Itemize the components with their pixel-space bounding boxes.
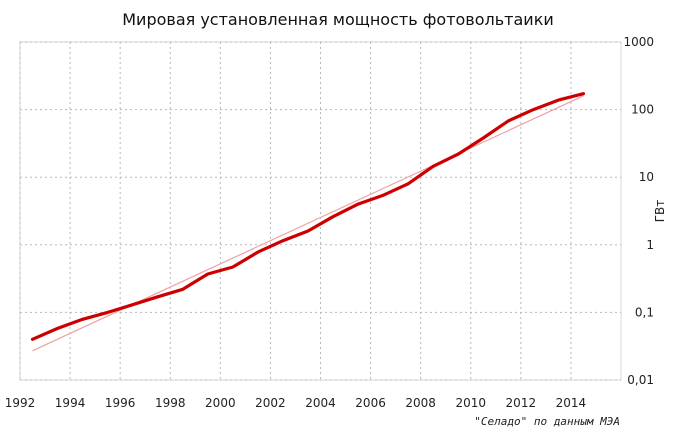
- data-point: [81, 317, 85, 321]
- x-tick-label: 2012: [506, 396, 537, 410]
- data-point: [56, 326, 59, 330]
- data-point: [456, 152, 460, 156]
- x-tick-label: 1998: [155, 396, 186, 410]
- data-point: [506, 119, 510, 123]
- x-tick-label: 1996: [105, 396, 136, 410]
- x-tick-label: 1994: [55, 396, 86, 410]
- y-tick-label: 100: [631, 103, 654, 117]
- x-axis-ticks: 1992 1994 1996 1998 2000 2002 2004 2006 2008 2010…: [5, 396, 586, 410]
- data-point: [31, 337, 34, 341]
- data-point: [256, 250, 260, 254]
- capacity-line: [30, 92, 586, 341]
- grid: [19, 41, 621, 381]
- y-tick-label: 10: [639, 170, 654, 184]
- y-tick-label: 1: [646, 238, 654, 252]
- data-point: [381, 193, 385, 197]
- y-tick-label: 1000: [623, 35, 654, 49]
- data-point: [431, 164, 435, 168]
- data-point: [406, 182, 410, 186]
- data-point: [556, 98, 560, 102]
- chart-title: Мировая установленная мощность фотовольт…: [122, 10, 554, 29]
- y-axis-ticks: 0,01 0,1 1 10 100 1000: [623, 35, 654, 387]
- data-point: [106, 311, 110, 314]
- data-point: [156, 295, 160, 299]
- x-tick-label: 1992: [5, 396, 36, 410]
- data-point: [206, 272, 210, 276]
- data-point: [281, 239, 285, 243]
- x-tick-label: 2004: [305, 396, 336, 410]
- x-tick-label: 2002: [255, 396, 286, 410]
- source-note: "Селадо" по данным МЭА: [474, 415, 620, 428]
- data-point: [181, 287, 185, 291]
- data-point: [306, 229, 310, 233]
- data-point: [231, 265, 235, 269]
- x-tick-label: 2014: [556, 396, 587, 410]
- y-tick-label: 0,1: [635, 305, 654, 319]
- data-point: [131, 303, 135, 307]
- data-point: [531, 108, 535, 111]
- y-tick-label: 0,01: [627, 373, 654, 387]
- x-tick-label: 2000: [205, 396, 236, 410]
- y-axis-label: ГВт: [653, 200, 667, 223]
- x-tick-label: 2008: [405, 396, 436, 410]
- series-group: [30, 92, 586, 352]
- data-point: [356, 202, 360, 206]
- x-tick-label: 2006: [355, 396, 386, 410]
- data-point: [582, 92, 585, 96]
- x-tick-label: 2010: [455, 396, 486, 410]
- data-point: [481, 136, 485, 140]
- data-point: [331, 215, 335, 219]
